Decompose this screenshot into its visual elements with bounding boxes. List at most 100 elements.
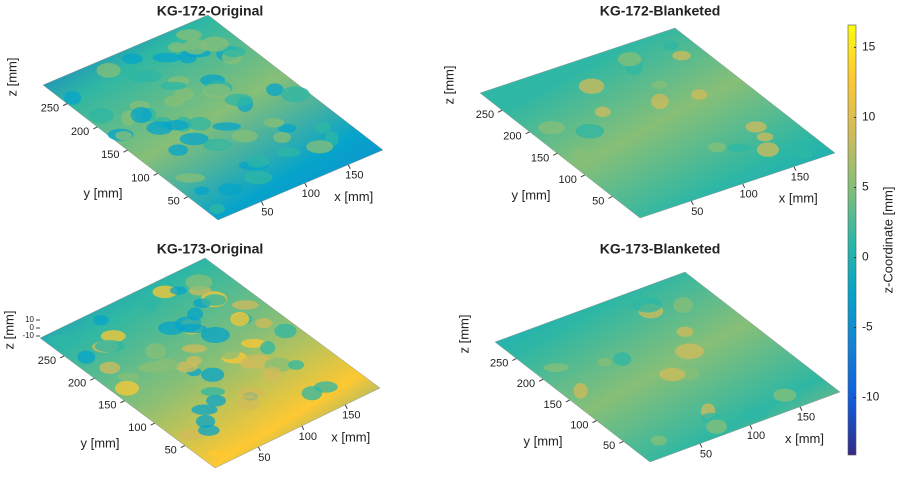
surface-bump [651, 93, 669, 110]
surface-bump [130, 107, 152, 123]
y-tick-label: 50 [592, 195, 604, 207]
x-axis-label: x [mm] [331, 429, 370, 444]
y-tick [180, 445, 186, 449]
y-tick [497, 109, 503, 113]
surface-bump [160, 81, 187, 90]
x-tick [260, 201, 264, 206]
x-tick-label: 100 [747, 430, 765, 442]
surface-bump [203, 138, 232, 151]
surface-bump [706, 419, 727, 434]
x-tick [793, 166, 797, 171]
x-tick-label: 50 [261, 206, 273, 218]
surface-bump [179, 429, 206, 440]
surface-bump [727, 143, 752, 152]
x-tick [690, 200, 694, 206]
x-tick-label: 100 [739, 189, 757, 201]
z-tick-label: -10 [22, 331, 34, 340]
x-tick-label: 100 [299, 431, 317, 443]
y-tick [538, 378, 544, 382]
x-tick-label: 150 [342, 410, 360, 422]
surface-bump [707, 142, 727, 153]
surface-bump [691, 89, 708, 100]
y-tick [608, 196, 613, 199]
surface-bump [100, 330, 126, 343]
surface-bump [77, 350, 96, 364]
surface-bump [278, 124, 297, 133]
y-tick [580, 174, 586, 178]
y-tick-label: 200 [68, 377, 86, 389]
surface-bump [231, 300, 259, 310]
surface-bump [262, 366, 282, 382]
z-tick-label: 10 [25, 315, 34, 324]
x-tick-label: 100 [302, 188, 320, 200]
y-tick-label: 250 [38, 355, 56, 367]
surface-bump [659, 367, 686, 382]
surface-bump [200, 387, 225, 397]
colorbar-tick-label: 0 [862, 250, 869, 264]
surface-bump [578, 78, 605, 94]
surface-bump [632, 297, 663, 313]
colorbar-label: z-Coordinate [mm] [880, 187, 895, 294]
surface-bump [571, 148, 588, 160]
y-tick-label: 250 [490, 357, 508, 369]
z-tick-label: 0 [30, 323, 35, 332]
y-tick-label: 150 [98, 400, 116, 412]
surface-bump [301, 386, 323, 401]
x-tick-label: 50 [258, 452, 270, 464]
x-tick-label: 150 [791, 172, 809, 184]
x-tick [749, 424, 753, 430]
y-tick-label: 150 [543, 399, 561, 411]
surface-bump [168, 144, 189, 156]
surface-bump [230, 312, 250, 326]
surface-bump [756, 132, 774, 142]
surface-bump [175, 173, 206, 183]
colorbar-tick-label: 15 [862, 40, 876, 54]
surface-bump [314, 121, 331, 134]
surface-bump [206, 394, 226, 407]
y-tick-label: 50 [165, 444, 177, 456]
panel-title: KG-172-Original [157, 3, 264, 19]
colorbar-tick-label: -10 [862, 390, 880, 404]
surface-bump [185, 274, 213, 291]
surface-bump [178, 323, 207, 334]
y-tick-label: 100 [131, 172, 149, 184]
y-tick [59, 355, 65, 359]
x-tick [344, 404, 348, 410]
surface-bump [168, 42, 186, 53]
surface-bump [191, 404, 218, 415]
surface-bump [143, 297, 159, 312]
surface-bump [543, 363, 569, 372]
surface-bump [260, 341, 276, 355]
surface-bump [88, 107, 115, 124]
panel-title: KG-173-Original [157, 241, 264, 257]
surface-bump [208, 449, 236, 458]
surface-bump [673, 297, 693, 313]
y-tick [93, 126, 98, 130]
y-tick-label: 200 [517, 378, 535, 390]
surface-bump [200, 326, 230, 343]
surface-bump [93, 314, 109, 326]
surface-bump [280, 86, 310, 103]
surface-bump [201, 367, 225, 382]
x-axis-label: x [mm] [779, 191, 818, 206]
surface-bump [617, 52, 642, 67]
y-axis-label: y [mm] [81, 435, 120, 450]
surface-bump [151, 386, 166, 399]
surface-bump [672, 50, 691, 61]
surface-bump [152, 52, 182, 63]
surface-bump [218, 346, 240, 360]
surface-bump [197, 424, 220, 436]
surface-bump [193, 186, 210, 196]
y-tick-label: 100 [570, 420, 588, 432]
y-tick [512, 358, 517, 361]
surface-bump [613, 352, 632, 366]
surface-bump [203, 294, 227, 306]
y-tick-label: 200 [71, 126, 89, 138]
surface-bump [137, 363, 159, 373]
surface-bump [594, 106, 611, 118]
panel-title: KG-172-Blanketed [600, 3, 721, 19]
y-tick [592, 420, 597, 424]
y-tick-label: 50 [168, 196, 180, 208]
surface-bump [224, 93, 253, 107]
surface [42, 14, 384, 221]
